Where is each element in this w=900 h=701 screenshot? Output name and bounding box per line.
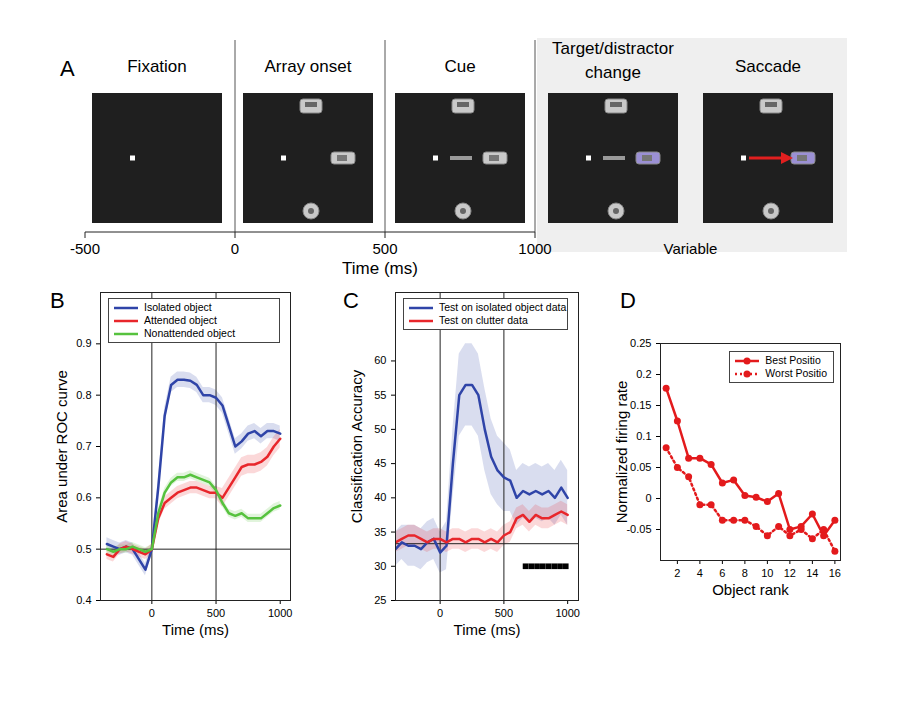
html-text:C: C: [343, 288, 359, 313]
svg-text:Object rank: Object rank: [712, 581, 789, 598]
svg-text:50: 50: [374, 423, 386, 435]
svg-text:10: 10: [761, 567, 773, 579]
svg-text:Fixation: Fixation: [127, 57, 187, 76]
svg-text:35: 35: [374, 526, 386, 538]
svg-text:Target/distractor: Target/distractor: [552, 39, 674, 58]
svg-text:Normalized firing rate: Normalized firing rate: [613, 381, 630, 524]
svg-text:30: 30: [374, 560, 386, 572]
html-text:Worst Positio: Worst Positio: [765, 367, 827, 379]
svg-text:500: 500: [495, 607, 513, 619]
svg-text:0.1: 0.1: [636, 430, 651, 442]
svg-text:0.25: 0.25: [630, 337, 651, 349]
svg-text:6: 6: [719, 567, 725, 579]
svg-text:Time (ms): Time (ms): [162, 621, 229, 638]
svg-text:0.9: 0.9: [76, 337, 91, 349]
svg-text:Array onset: Array onset: [265, 57, 352, 76]
svg-text:Area under ROC curve: Area under ROC curve: [53, 370, 70, 523]
svg-text:0.8: 0.8: [76, 389, 91, 401]
svg-text:14: 14: [806, 567, 818, 579]
svg-text:0.15: 0.15: [630, 399, 651, 411]
svg-text:12: 12: [784, 567, 796, 579]
svg-text:Cue: Cue: [444, 57, 475, 76]
svg-text:A: A: [60, 56, 75, 81]
svg-text:40: 40: [374, 491, 386, 503]
svg-text:25: 25: [374, 594, 386, 606]
svg-text:500: 500: [372, 240, 397, 257]
svg-text:Time (ms): Time (ms): [454, 621, 521, 638]
svg-text:8: 8: [742, 567, 748, 579]
html-text:Best Positio: Best Positio: [765, 354, 821, 366]
html-text:Test on clutter data: Test on clutter data: [439, 314, 528, 326]
svg-text:1000: 1000: [518, 240, 551, 257]
svg-text:55: 55: [374, 389, 386, 401]
svg-text:0.2: 0.2: [636, 368, 651, 380]
svg-text:Time (ms): Time (ms): [342, 259, 418, 278]
svg-text:0: 0: [645, 492, 651, 504]
svg-text:500: 500: [207, 607, 225, 619]
svg-text:45: 45: [374, 457, 386, 469]
svg-text:0.05: 0.05: [630, 461, 651, 473]
html-text:D: D: [620, 288, 636, 313]
html-text:B: B: [50, 288, 65, 313]
svg-text:2: 2: [674, 567, 680, 579]
svg-text:0.5: 0.5: [76, 543, 91, 555]
svg-text:-0.05: -0.05: [626, 523, 651, 535]
svg-text:0.7: 0.7: [76, 440, 91, 452]
svg-text:change: change: [585, 63, 641, 82]
svg-text:0.6: 0.6: [76, 491, 91, 503]
svg-text:-500: -500: [70, 240, 100, 257]
svg-text:0: 0: [437, 607, 443, 619]
svg-text:0: 0: [149, 607, 155, 619]
svg-text:4: 4: [697, 567, 703, 579]
svg-text:1000: 1000: [555, 607, 579, 619]
svg-text:0.4: 0.4: [76, 594, 91, 606]
html-text:Isolated object: Isolated object: [144, 301, 212, 313]
html-text:Test on isolated object data: Test on isolated object data: [439, 301, 567, 313]
svg-text:Variable: Variable: [664, 240, 718, 257]
html-text:Attended object: Attended object: [144, 314, 217, 326]
svg-text:60: 60: [374, 354, 386, 366]
svg-text:0: 0: [231, 240, 239, 257]
svg-text:Classification Accuracy: Classification Accuracy: [348, 369, 365, 523]
svg-text:Saccade: Saccade: [735, 57, 801, 76]
html-text:Nonattended object: Nonattended object: [144, 327, 236, 339]
svg-text:1000: 1000: [268, 607, 292, 619]
svg-text:16: 16: [829, 567, 841, 579]
